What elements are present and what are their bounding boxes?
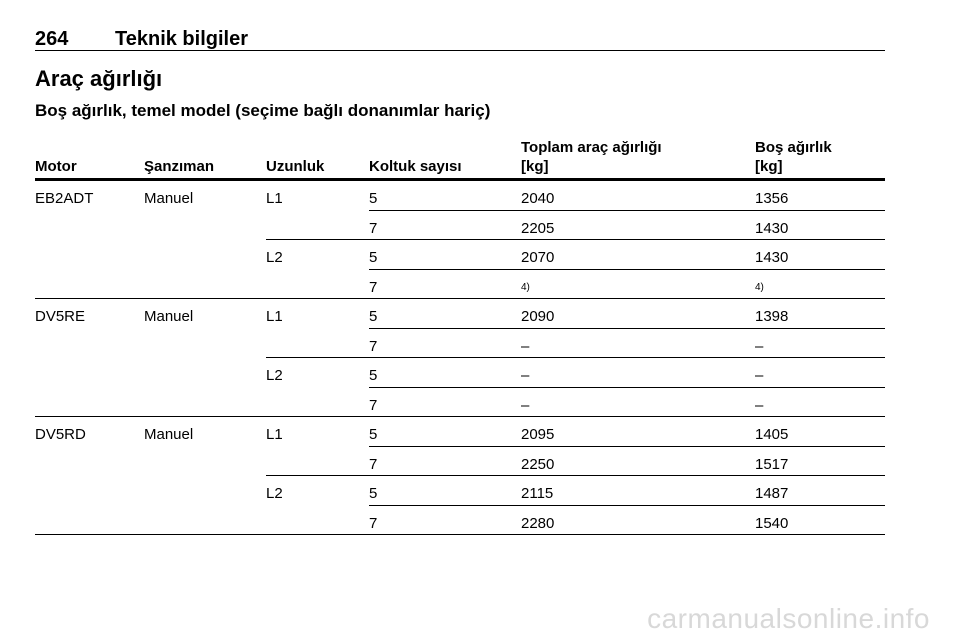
table-cell: 1517 [755, 455, 789, 473]
column-header-length: Uzunluk [266, 158, 325, 175]
table-row: L2 5 2115 1487 [35, 476, 885, 505]
table-subtitle: Boş ağırlık, temel model (seçime bağlı d… [35, 101, 491, 120]
column-header-seats: Koltuk sayısı [369, 158, 462, 175]
row-divider [35, 416, 885, 417]
table-cell: 7 [369, 278, 378, 296]
page-number: 264 [35, 28, 69, 50]
row-divider [266, 357, 885, 358]
table-cell: 7 [369, 396, 378, 414]
table-cell: – [521, 337, 530, 355]
table-row: L2 5 2070 1430 [35, 240, 885, 269]
table-cell: 1398 [755, 308, 789, 325]
table-cell: – [755, 396, 764, 414]
table-row: L2 5 – – [35, 358, 885, 387]
table-cell: DV5RD [35, 426, 86, 443]
table-cell: 7 [369, 337, 378, 355]
column-header-gross-weight: Toplam araç ağırlığı [kg] [521, 139, 662, 175]
table-cell: 5 [369, 308, 378, 325]
table-cell: L2 [266, 485, 283, 502]
table-cell: Manuel [144, 426, 194, 443]
table-cell: 5 [369, 426, 378, 443]
table-cell: L2 [266, 367, 283, 384]
section-title: Araç ağırlığı [35, 66, 163, 91]
row-divider [266, 475, 885, 476]
table-cell: 5 [369, 190, 378, 207]
footnote-ref: 4) [755, 281, 764, 293]
table-cell: 2205 [521, 219, 555, 237]
table-cell: 2095 [521, 426, 555, 443]
table-cell: L1 [266, 426, 283, 443]
row-divider [369, 504, 885, 506]
table-cell: – [755, 367, 764, 384]
column-header-transmission: Şanzıman [144, 158, 215, 175]
table-row: EB2ADT Manuel L1 5 2040 1356 [35, 181, 885, 210]
table-cell: 5 [369, 367, 378, 384]
table-cell: L1 [266, 308, 283, 325]
table-row: 7 4) 4) [35, 270, 885, 299]
table-cell: Manuel [144, 308, 194, 325]
row-divider [369, 209, 885, 211]
chapter-title: Teknik bilgiler [115, 28, 248, 50]
table-cell: DV5RE [35, 308, 86, 325]
column-header-motor: Motor [35, 158, 77, 175]
table-cell: 2070 [521, 249, 555, 266]
table-cell: 1430 [755, 249, 789, 266]
row-divider [369, 268, 885, 270]
table-row: 7 2280 1540 [35, 506, 885, 535]
table-row: 7 2250 1517 [35, 447, 885, 476]
table-cell: EB2ADT [35, 190, 94, 207]
watermark: carmanualsonline.info [647, 603, 930, 634]
table-cell: Manuel [144, 190, 194, 207]
table-cell: 7 [369, 514, 378, 532]
table-row: DV5RE Manuel L1 5 2090 1398 [35, 299, 885, 328]
row-divider [369, 445, 885, 447]
table-cell: 2090 [521, 308, 555, 325]
table-cell: L2 [266, 249, 283, 266]
table-cell: 1540 [755, 514, 789, 532]
table-cell: 2250 [521, 455, 555, 473]
table-row: 7 – – [35, 329, 885, 358]
table-row: 7 – – [35, 388, 885, 417]
table-cell: 1405 [755, 426, 789, 443]
row-divider [266, 239, 885, 240]
table-cell: – [755, 337, 764, 355]
table-cell: 2040 [521, 190, 555, 207]
table-cell: 5 [369, 249, 378, 266]
table-cell: 2115 [521, 485, 554, 502]
table-cell: – [521, 396, 530, 414]
table-cell: 1487 [755, 485, 789, 502]
table-cell: 7 [369, 455, 378, 473]
table-cell: 2280 [521, 514, 555, 532]
table-cell: 7 [369, 219, 378, 237]
row-divider [369, 327, 885, 329]
table-header: Motor Şanzıman Uzunluk Koltuk sayısı Top… [35, 138, 885, 181]
table-row: 7 2205 1430 [35, 211, 885, 240]
footnote-ref: 4) [521, 281, 530, 293]
table-cell: – [521, 367, 530, 384]
table-cell: 1356 [755, 190, 789, 207]
row-divider [369, 386, 885, 388]
row-divider [35, 534, 885, 535]
table-cell: 1430 [755, 219, 789, 237]
table-row: DV5RD Manuel L1 5 2095 1405 [35, 417, 885, 446]
row-divider [35, 298, 885, 299]
page-header: 264 Teknik bilgiler [35, 28, 885, 51]
column-header-curb-weight: Boş ağırlık [kg] [755, 139, 832, 175]
table-cell: L1 [266, 190, 283, 207]
table-cell: 5 [369, 485, 378, 502]
